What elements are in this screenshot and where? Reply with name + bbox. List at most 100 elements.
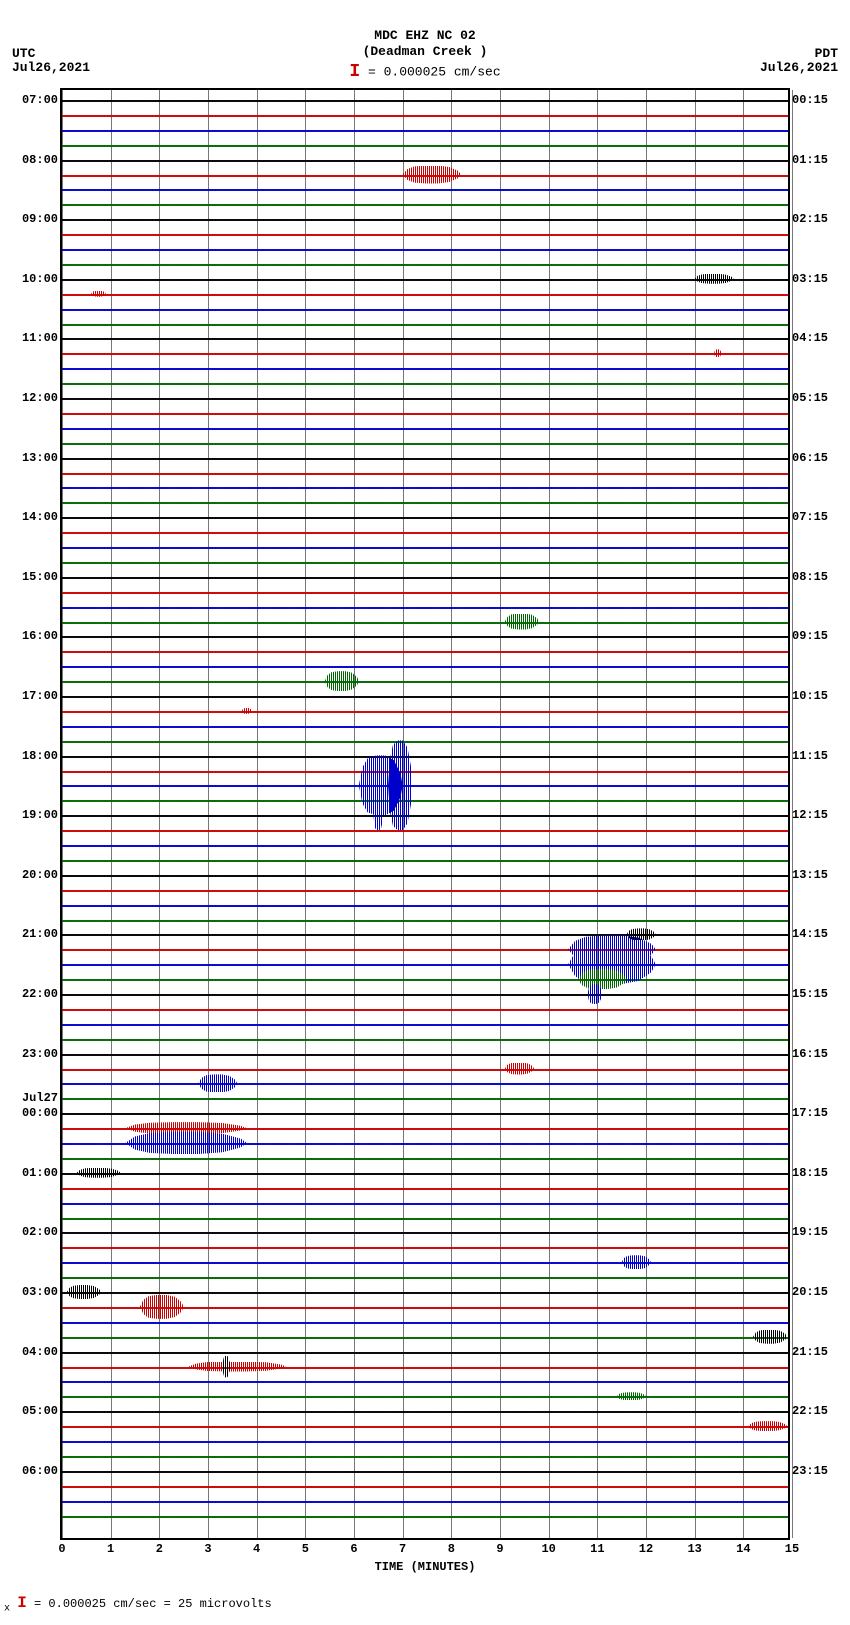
- seismic-trace: [62, 1352, 788, 1354]
- utc-hour-label: 10:00: [22, 272, 58, 286]
- seismic-event: [140, 1295, 184, 1319]
- seismic-trace: [62, 1322, 788, 1324]
- utc-hour-label: 00:00: [22, 1106, 58, 1120]
- utc-hour-label: 21:00: [22, 927, 58, 941]
- seismic-trace: [62, 1009, 788, 1011]
- x-tick-label: 2: [156, 1542, 163, 1556]
- seismic-trace: [62, 711, 788, 713]
- pdt-hour-label: 22:15: [792, 1404, 828, 1418]
- x-tick-label: 9: [496, 1542, 503, 1556]
- x-tick-label: 12: [639, 1542, 653, 1556]
- x-tick-label: 14: [736, 1542, 750, 1556]
- pdt-hour-label: 19:15: [792, 1225, 828, 1239]
- utc-hour-label: 23:00: [22, 1047, 58, 1061]
- tz-left: UTC: [12, 46, 35, 61]
- seismic-trace: [62, 666, 788, 668]
- seismic-trace: [62, 1024, 788, 1026]
- utc-hour-label: 16:00: [22, 629, 58, 643]
- seismic-trace: [62, 577, 788, 579]
- pdt-hour-label: 13:15: [792, 868, 828, 882]
- pdt-hour-label: 17:15: [792, 1106, 828, 1120]
- tz-right: PDT: [815, 46, 838, 61]
- seismic-trace: [62, 1262, 788, 1264]
- seismic-trace: [62, 383, 788, 385]
- seismic-trace: [62, 115, 788, 117]
- pdt-hour-label: 12:15: [792, 808, 828, 822]
- seismic-trace: [62, 562, 788, 564]
- seismic-trace: [62, 219, 788, 221]
- seismic-trace: [62, 1232, 788, 1234]
- seismic-event: [198, 1074, 237, 1092]
- footer-scale: x I = 0.000025 cm/sec = 25 microvolts: [4, 1594, 850, 1614]
- pdt-hour-label: 02:15: [792, 212, 828, 226]
- utc-hour-label: 17:00: [22, 689, 58, 703]
- seismic-trace: [62, 1173, 788, 1175]
- seismic-trace: [62, 741, 788, 743]
- header: MDC EHZ NC 02 (Deadman Creek ) I = 0.000…: [0, 0, 850, 80]
- seismic-event: [125, 1132, 247, 1154]
- pdt-hour-label: 10:15: [792, 689, 828, 703]
- pdt-hour-label: 16:15: [792, 1047, 828, 1061]
- seismic-trace: [62, 785, 788, 787]
- pdt-hour-label: 21:15: [792, 1345, 828, 1359]
- seismic-trace: [62, 920, 788, 922]
- utc-day-label: Jul27: [22, 1091, 58, 1105]
- station-name: (Deadman Creek ): [0, 44, 850, 59]
- x-tick-label: 3: [204, 1542, 211, 1556]
- seismic-trace: [62, 1486, 788, 1488]
- seismic-trace: [62, 1098, 788, 1100]
- seismic-trace: [62, 294, 788, 296]
- utc-hour-label: 15:00: [22, 570, 58, 584]
- seismic-trace: [62, 696, 788, 698]
- seismic-trace: [62, 1441, 788, 1443]
- utc-hour-label: 07:00: [22, 93, 58, 107]
- seismogram-plot: 07:0008:0009:0010:0011:0012:0013:0014:00…: [60, 88, 790, 1540]
- seismic-trace: [62, 398, 788, 400]
- seismic-trace: [62, 905, 788, 907]
- x-tick-label: 5: [302, 1542, 309, 1556]
- seismic-trace: [62, 756, 788, 758]
- x-tick-label: 13: [687, 1542, 701, 1556]
- seismic-trace: [62, 592, 788, 594]
- seismic-trace: [62, 994, 788, 996]
- pdt-hour-label: 08:15: [792, 570, 828, 584]
- seismic-trace: [62, 502, 788, 504]
- x-axis-label: TIME (MINUTES): [0, 1560, 850, 1574]
- seismic-event: [748, 1421, 787, 1431]
- utc-hour-label: 03:00: [22, 1285, 58, 1299]
- utc-hour-label: 04:00: [22, 1345, 58, 1359]
- seismic-trace: [62, 1158, 788, 1160]
- seismic-trace: [62, 979, 788, 981]
- seismic-trace: [62, 1367, 788, 1369]
- seismic-trace: [62, 458, 788, 460]
- x-tick-label: 11: [590, 1542, 604, 1556]
- seismic-trace: [62, 532, 788, 534]
- seismic-trace: [62, 681, 788, 683]
- utc-hour-label: 18:00: [22, 749, 58, 763]
- utc-hour-label: 01:00: [22, 1166, 58, 1180]
- x-tick-label: 0: [58, 1542, 65, 1556]
- utc-hour-label: 02:00: [22, 1225, 58, 1239]
- seismic-trace: [62, 890, 788, 892]
- seismic-event: [695, 274, 734, 284]
- seismic-trace: [62, 830, 788, 832]
- seismic-event: [67, 1285, 101, 1299]
- seismic-trace: [62, 487, 788, 489]
- pdt-hour-label: 20:15: [792, 1285, 828, 1299]
- utc-hour-label: 09:00: [22, 212, 58, 226]
- seismic-trace: [62, 338, 788, 340]
- pdt-hour-label: 06:15: [792, 451, 828, 465]
- pdt-hour-label: 03:15: [792, 272, 828, 286]
- seismic-trace: [62, 875, 788, 877]
- seismic-trace: [62, 1069, 788, 1071]
- seismic-trace: [62, 473, 788, 475]
- pdt-hour-label: 00:15: [792, 93, 828, 107]
- seismic-trace: [62, 1456, 788, 1458]
- utc-hour-label: 20:00: [22, 868, 58, 882]
- seismic-event: [189, 1362, 286, 1372]
- seismic-trace: [62, 607, 788, 609]
- seismic-trace: [62, 1471, 788, 1473]
- utc-hour-label: 11:00: [22, 331, 58, 345]
- seismic-trace: [62, 324, 788, 326]
- pdt-hour-label: 09:15: [792, 629, 828, 643]
